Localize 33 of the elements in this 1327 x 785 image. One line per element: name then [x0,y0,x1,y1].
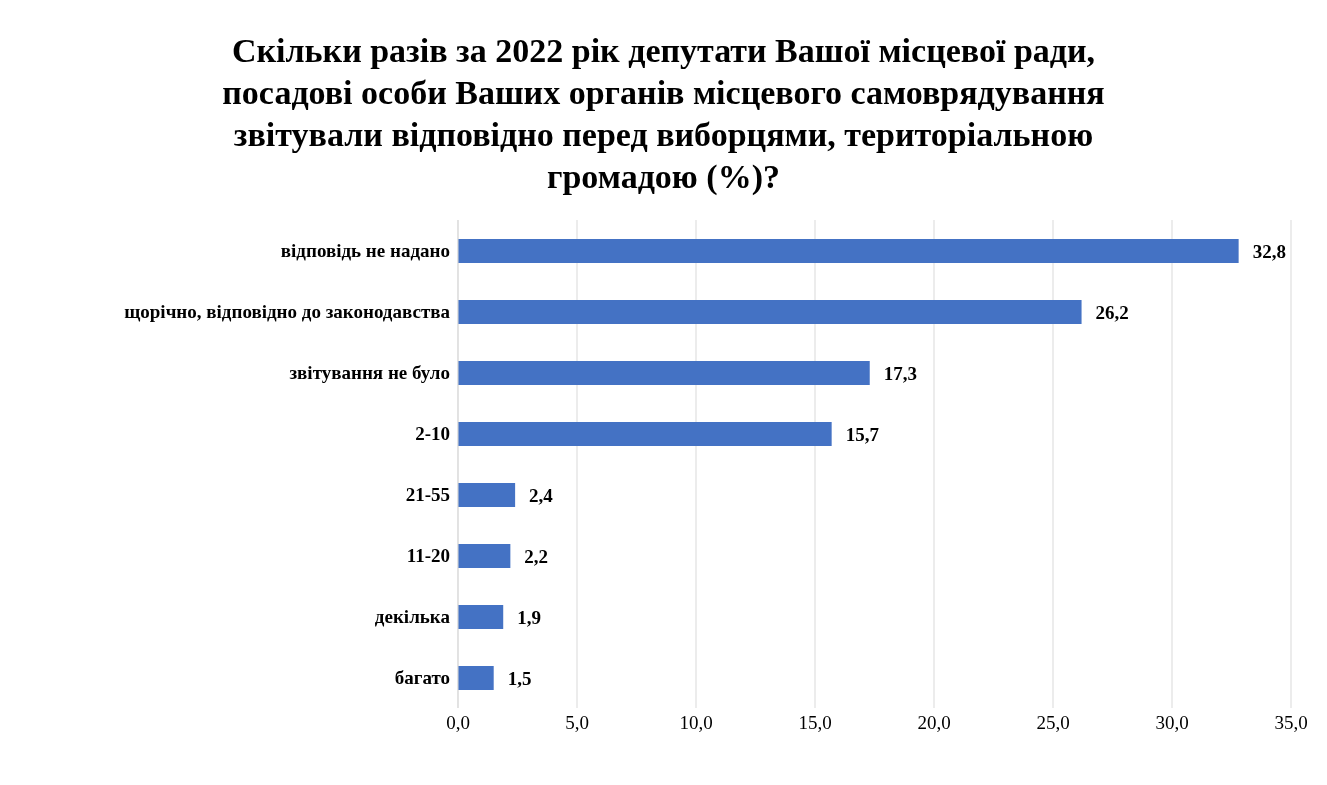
bar [458,605,504,629]
y-tick-label: звітування не було [289,362,450,384]
y-tick-label: 21-55 [405,484,450,506]
x-tick-label: 0,0 [446,712,470,734]
bar [458,483,516,507]
x-tick-label: 5,0 [565,712,589,734]
x-tick-label: 30,0 [1155,712,1189,734]
y-tick-label: 2-10 [415,423,450,445]
y-tick-label: 11-20 [406,545,450,567]
bar [458,300,1082,324]
bar [458,361,870,385]
bar [458,666,494,690]
data-label: 32,8 [1252,240,1286,262]
data-label: 2,2 [524,545,549,567]
y-tick-label: щорічно, відповідно до законодавства [124,301,451,323]
x-tick-label: 25,0 [1036,712,1070,734]
x-tick-label: 35,0 [1274,712,1308,734]
data-label: 2,4 [529,484,554,506]
y-tick-label: багато [394,667,450,689]
x-tick-label: 10,0 [679,712,713,734]
data-label: 17,3 [883,362,917,384]
bar [458,239,1239,263]
data-label: 1,9 [517,606,541,628]
data-label: 15,7 [845,423,880,445]
bar [458,544,511,568]
bar [458,422,832,446]
x-tick-label: 15,0 [798,712,832,734]
x-tick-label: 20,0 [917,712,951,734]
data-label: 26,2 [1095,301,1129,323]
data-label: 1,5 [507,667,532,689]
y-tick-label: відповідь не надано [280,240,450,262]
chart-title: Скільки разів за 2022 рік депутати Вашої місцевої ради, посадові особи Ваших органів місцевого самоврядування звітували відповідно перед виборцями, територіальною громадою (%)? [221,31,1106,197]
y-tick-label: декілька [374,606,451,628]
